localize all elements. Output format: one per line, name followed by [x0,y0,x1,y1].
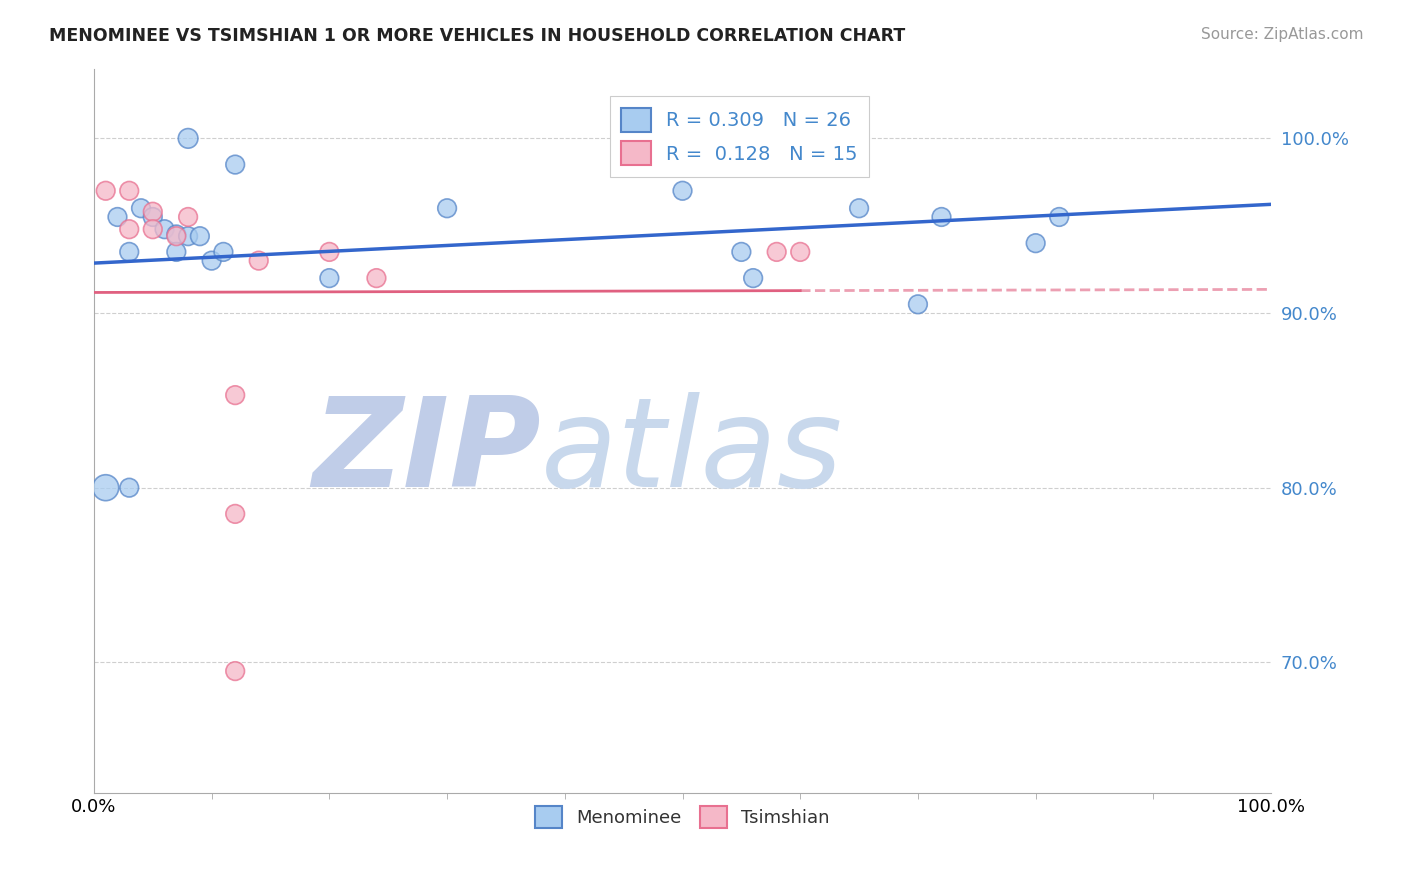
Point [730,244,752,259]
Point [177,229,200,244]
Point [118,222,141,236]
Point [224,158,246,172]
Legend: Menominee, Tsimshian: Menominee, Tsimshian [527,798,837,835]
Point [142,204,165,219]
Point [848,201,870,215]
Point [212,244,235,259]
Text: MENOMINEE VS TSIMSHIAN 1 OR MORE VEHICLES IN HOUSEHOLD CORRELATION CHART: MENOMINEE VS TSIMSHIAN 1 OR MORE VEHICLE… [49,27,905,45]
Point [366,271,388,285]
Point [107,210,129,224]
Point [153,222,176,236]
Point [94,481,117,495]
Point [1047,210,1070,224]
Point [177,131,200,145]
Point [224,388,246,402]
Point [129,201,152,215]
Point [318,244,340,259]
Text: ZIP: ZIP [312,392,541,513]
Point [165,229,187,244]
Point [907,297,929,311]
Point [165,227,187,242]
Point [789,131,811,145]
Point [789,244,811,259]
Point [1025,236,1047,251]
Point [201,253,224,268]
Point [318,271,340,285]
Point [742,271,765,285]
Point [142,210,165,224]
Point [118,244,141,259]
Point [188,229,211,244]
Point [94,184,117,198]
Point [177,210,200,224]
Text: atlas: atlas [541,392,844,513]
Point [224,664,246,678]
Point [118,184,141,198]
Point [165,244,187,259]
Point [765,244,787,259]
Point [247,253,270,268]
Point [118,481,141,495]
Point [671,184,693,198]
Point [142,222,165,236]
Point [224,507,246,521]
Text: Source: ZipAtlas.com: Source: ZipAtlas.com [1201,27,1364,42]
Point [436,201,458,215]
Point [931,210,953,224]
